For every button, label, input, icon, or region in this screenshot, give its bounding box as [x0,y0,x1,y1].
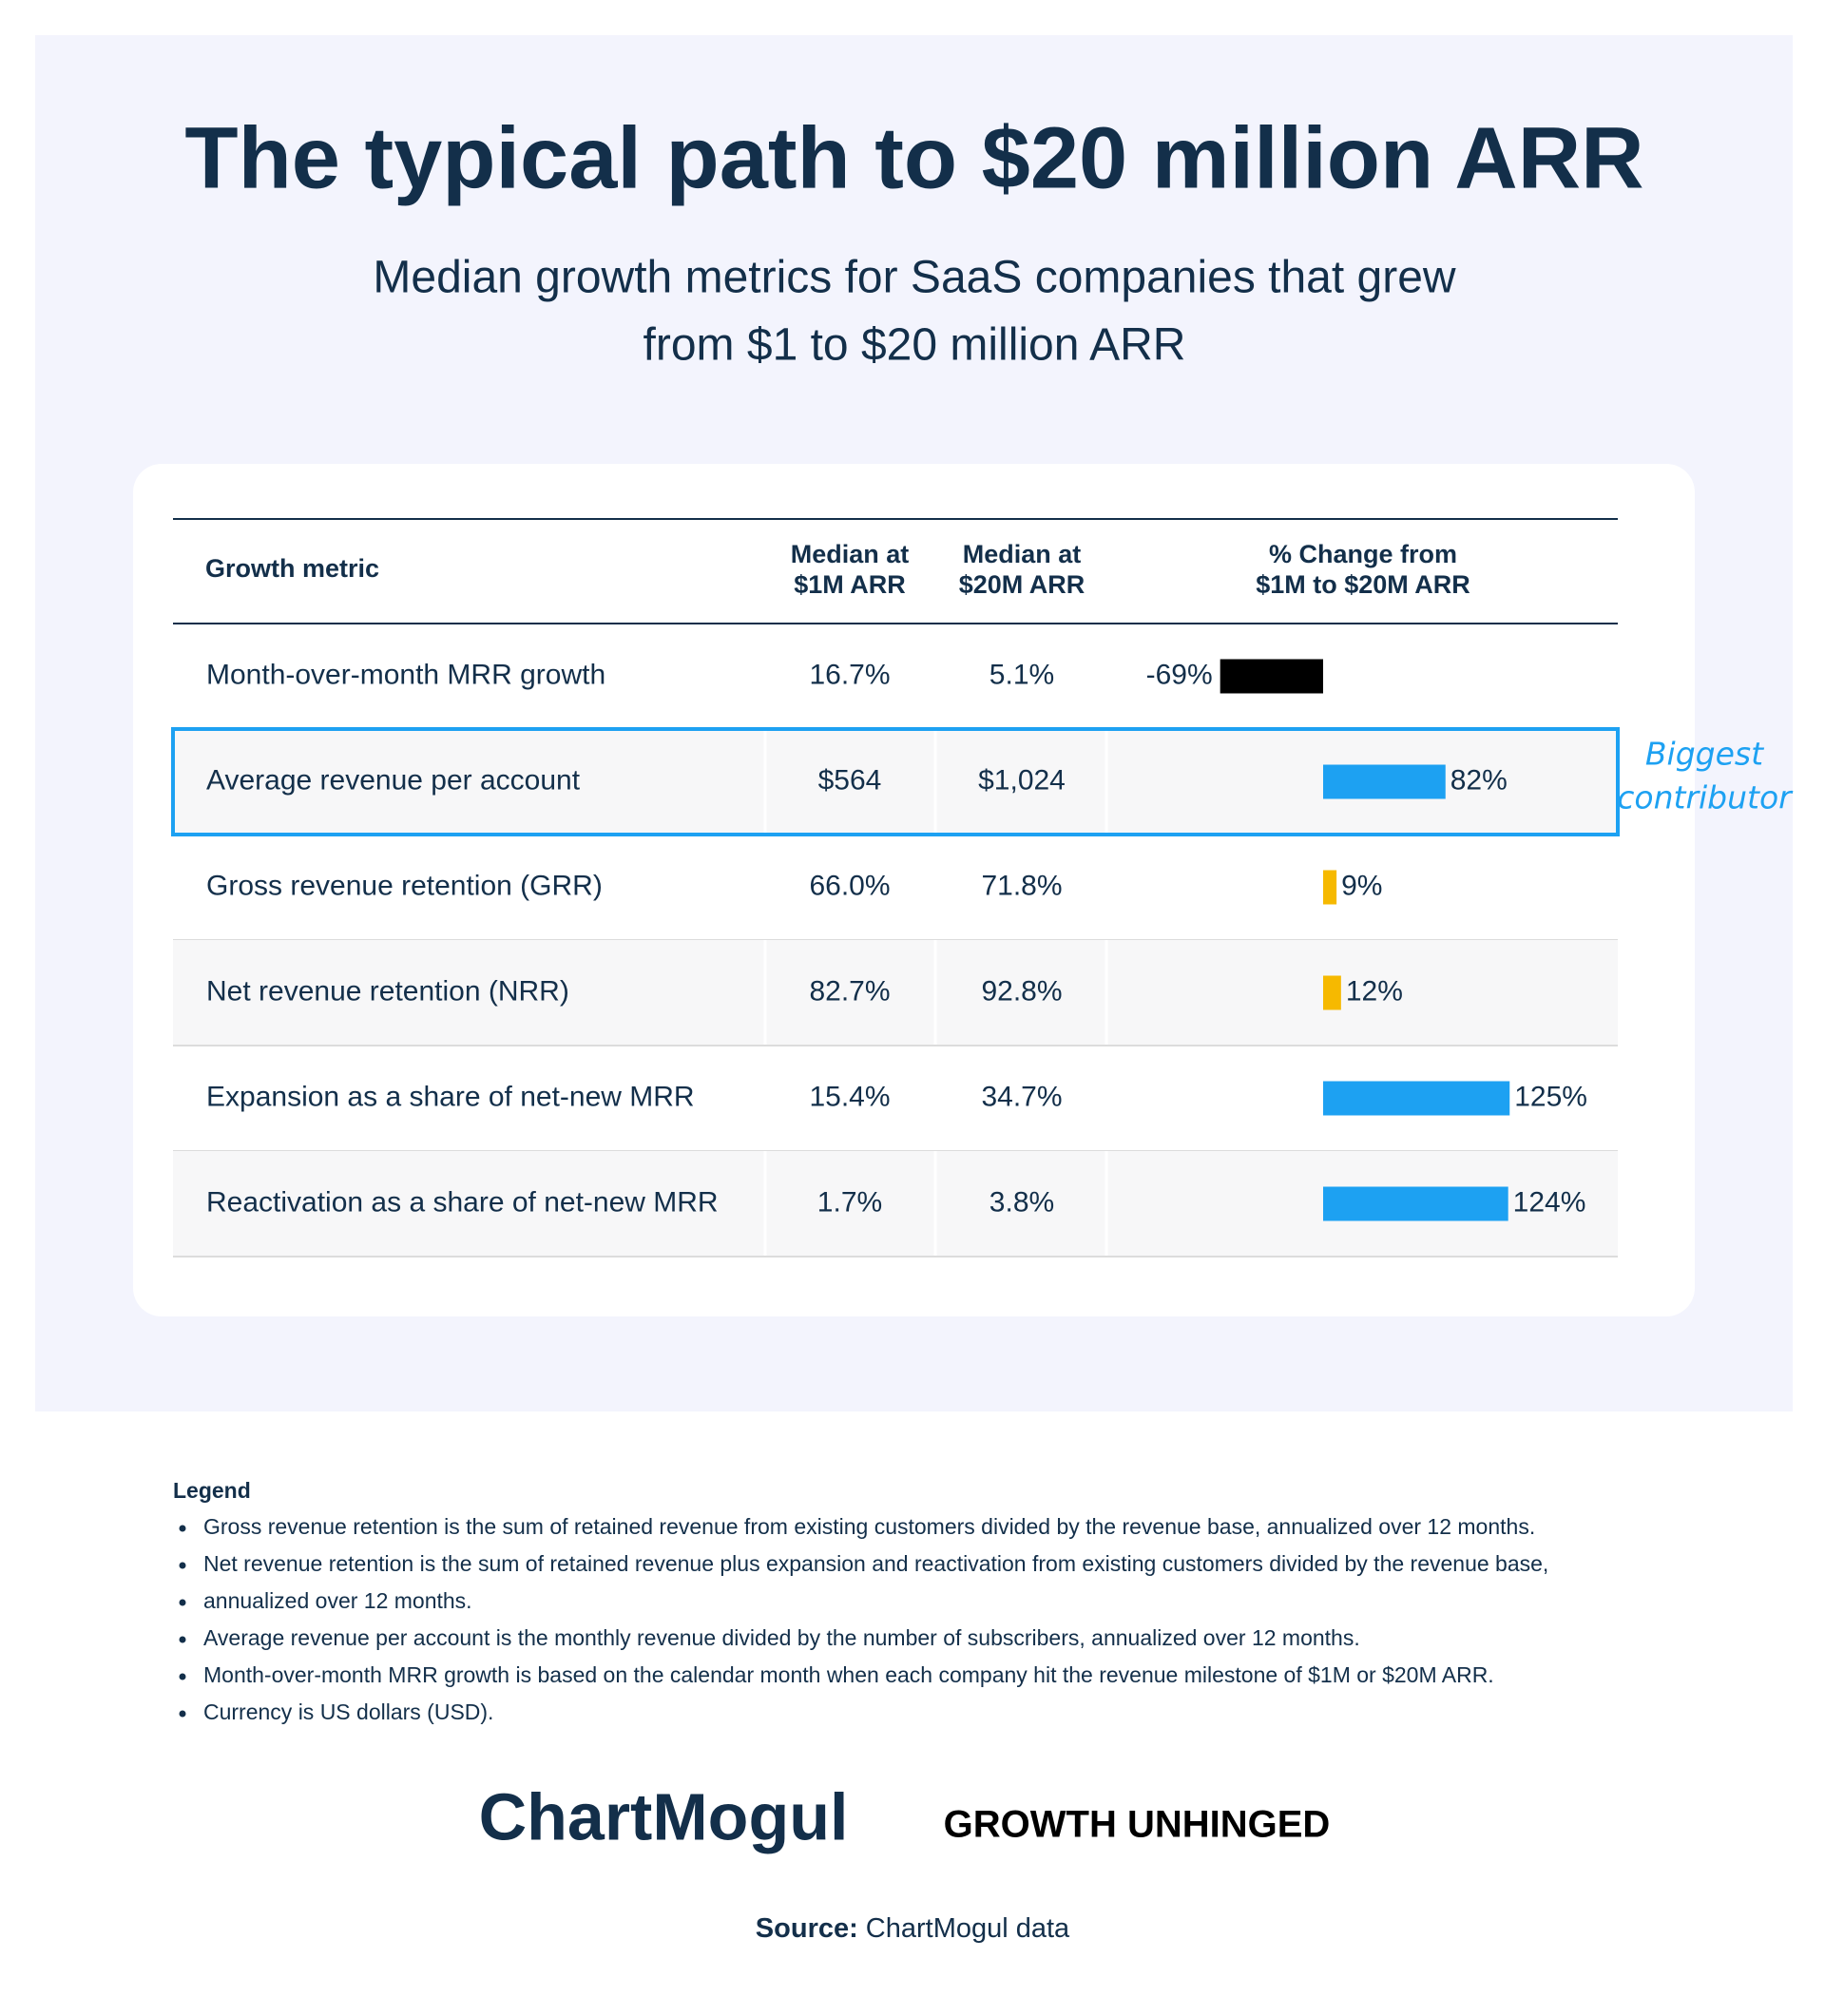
change-bar [1220,659,1323,694]
change-label: 12% [1346,975,1403,1007]
metric-name: Month-over-month MRR growth [206,659,605,690]
change-bar [1323,1081,1510,1116]
value-1m: 15.4% [809,1081,890,1112]
value-20m: 3.8% [989,1186,1054,1218]
bullet [179,1636,186,1643]
value-20m: 5.1% [989,659,1054,690]
change-bar [1323,764,1446,799]
change-label: 9% [1341,870,1382,901]
legend-item: Currency is US dollars (USD). [203,1699,493,1724]
legend-item: Gross revenue retention is the sum of re… [203,1514,1535,1539]
metric-name: Gross revenue retention (GRR) [206,870,603,901]
legend-title: Legend [173,1478,251,1503]
value-20m: 71.8% [981,870,1062,901]
bullet [179,1710,186,1718]
change-bar [1323,870,1337,905]
column-header: $20M ARR [959,570,1085,599]
value-20m: 92.8% [981,975,1062,1007]
change-label: -69% [1146,659,1213,690]
subtitle: from $1 to $20 million ARR [644,320,1186,371]
legend-item: annualized over 12 months. [203,1588,472,1613]
value-20m: $1,024 [978,764,1066,796]
column-header: $1M ARR [794,570,906,599]
legend: Legend Gross revenue retention is the sum… [173,1478,1548,1724]
highlight-box [171,727,1620,836]
column-header: Median at [963,540,1082,568]
change-label: 82% [1450,764,1508,796]
value-1m: 82.7% [809,975,890,1007]
value-1m: 16.7% [809,659,890,690]
annotation: Biggest [1645,736,1764,773]
column-header: Growth metric [205,554,379,583]
source-text: ChartMogul data [866,1913,1070,1944]
metric-name: Expansion as a share of net-new MRR [206,1081,695,1112]
metric-name: Reactivation as a share of net-new MRR [206,1186,719,1218]
legend-item: Average revenue per account is the month… [203,1625,1360,1650]
value-1m: $564 [818,764,882,796]
value-1m: 66.0% [809,870,890,901]
column-header: $1M to $20M ARR [1256,570,1470,599]
metric-name: Net revenue retention (NRR) [206,975,569,1007]
bullet [179,1525,186,1532]
change-label: 124% [1513,1186,1586,1218]
logo: GROWTH UNHINGED [944,1804,1331,1846]
source: Source: ChartMogul data [756,1913,1070,1944]
metric-name: Average revenue per account [206,764,581,796]
logo: ChartMogul [479,1779,849,1853]
legend-item: Net revenue retention is the sum of reta… [203,1551,1548,1576]
value-1m: 1.7% [817,1186,882,1218]
change-bar [1323,1186,1508,1221]
table: Month-over-month MRR growth 16.7% 5.1% -69%… [171,518,1794,1258]
value-20m: 34.7% [981,1081,1062,1112]
column-header: % Change from [1269,540,1457,568]
bullet [179,1673,186,1680]
title: The typical path to $20 million ARR [184,109,1643,206]
bullet [179,1562,186,1569]
change-bar [1323,975,1341,1010]
change-label: 125% [1514,1081,1587,1112]
bullet [179,1599,186,1606]
legend-item: Month-over-month MRR growth is based on … [203,1662,1494,1687]
source-label: Source: [756,1913,858,1944]
annotation: contributor [1617,779,1794,816]
row-background [173,940,1618,1046]
subtitle: Median growth metrics for SaaS companies… [373,253,1456,303]
column-header: Median at [791,540,910,568]
